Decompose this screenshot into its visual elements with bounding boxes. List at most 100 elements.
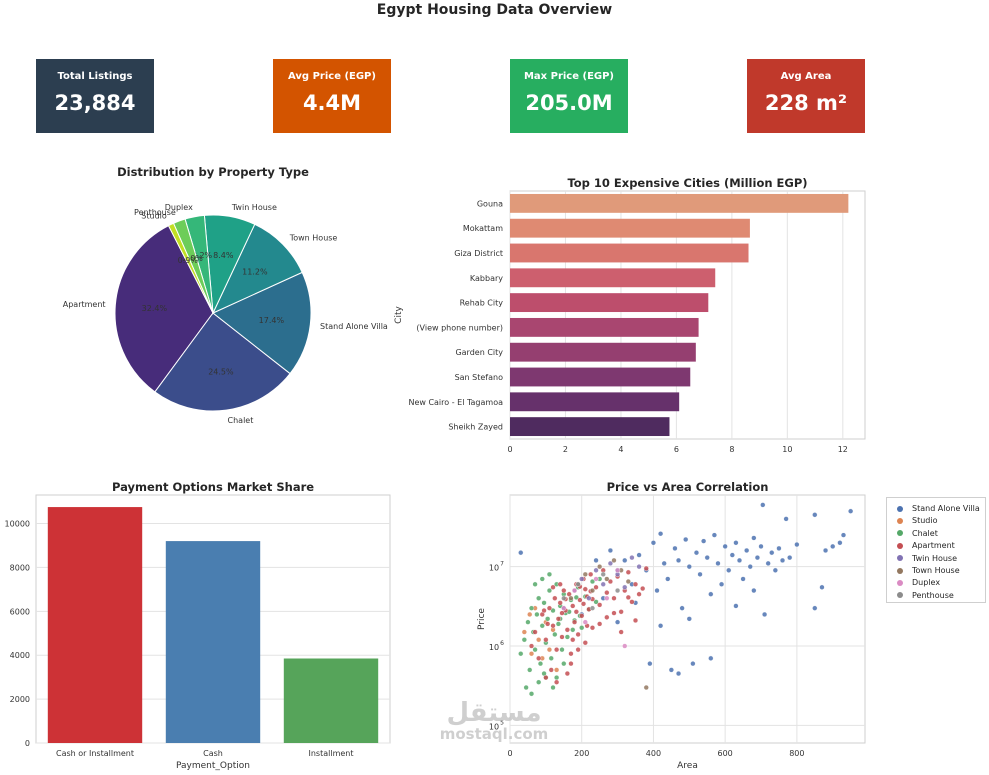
scatter-point-studio [546,647,553,653]
payment-y-tick-label: 4000 [10,651,30,660]
scatter-point-apartment [570,637,576,643]
city-x-tick-label: 4 [618,445,623,454]
scatter-point-stand-alone-villa [708,591,714,597]
scatter-point-apartment [561,587,567,594]
scatter-point-apartment [629,599,635,605]
scatter-point-stand-alone-villa [708,655,714,661]
scatter-point-stand-alone-villa [715,560,721,566]
pie-category-label: Apartment [63,300,106,309]
scatter-point-chalet [525,619,531,625]
city-x-tick-label: 8 [729,445,734,454]
scatter-point-apartment [577,597,583,603]
kpi-card-max-price: Max Price (EGP) 205.0M [510,59,628,133]
scatter-point-duplex [582,619,588,625]
scatter-point-studio [554,667,560,673]
scatter-point-stand-alone-villa [658,531,664,537]
scatter-point-apartment [554,679,560,685]
scatter-point-stand-alone-villa [693,550,700,556]
legend-marker [897,592,903,599]
scatter-point-town-house [604,576,610,582]
scatter-point-apartment [632,581,639,587]
city-bar-rehab-city [510,293,709,313]
scatter-point-apartment [611,610,617,616]
scatter-point-stand-alone-villa [812,512,818,518]
pie-slice-stand-alone-villa [212,271,312,375]
scatter-point-apartment [593,584,599,590]
pie-chart-title: Distribution by Property Type [117,165,309,179]
scatter-point-chalet [593,599,599,605]
scatter-point-duplex [593,576,599,582]
scatter-point-twin-house [586,595,592,601]
city-x-tick-label: 12 [838,445,848,454]
payment-y-tick-label: 8000 [10,563,30,572]
city-chart-title: Top 10 Expensive Cities (Million EGP) [567,176,808,190]
scatter-point-apartment [554,647,560,653]
pie-pct-label: 3.2% [192,251,213,260]
scatter-point-studio [528,651,535,657]
payment-bar-installment [283,658,379,743]
city-y-tick-label: Gouna [477,199,503,208]
scatter-point-stand-alone-villa [679,605,685,611]
scatter-point-apartment [573,609,579,615]
scatter-point-apartment [582,640,588,646]
scatter-point-stand-alone-villa [726,567,732,573]
scatter-point-apartment [550,584,556,590]
scatter-point-apartment [589,625,596,631]
scatter-point-chalet [554,675,560,681]
scatter-point-chalet [523,684,529,691]
scatter-point-town-house [597,564,603,570]
scatter-point-apartment [568,651,574,657]
scatter-point-chalet [534,611,540,618]
scatter-point-studio [527,611,533,618]
scatter-point-chalet [550,607,556,614]
scatter-point-chalet [532,581,538,587]
scatter-point-stand-alone-villa [593,557,599,563]
city-y-axis-label: City [394,306,404,324]
scatter-point-chalet [589,578,596,585]
watermark-arabic: مستقل [446,698,542,728]
scatter-point-twin-house [600,581,606,587]
scatter-point-town-house [625,578,631,585]
scatter-point-chalet [552,631,558,638]
scatter-point-stand-alone-villa [683,536,689,543]
watermark-latin: mostaql.com [439,725,549,743]
scatter-point-stand-alone-villa [822,547,829,554]
scatter-point-stand-alone-villa [769,550,775,556]
pie-category-label: Town House [289,233,338,242]
payment-x-axis-label: Payment_Option [176,761,250,771]
scatter-point-penthouse [561,595,567,601]
scatter-x-tick-label: 200 [574,749,589,758]
scatter-point-stand-alone-villa [658,623,664,629]
scatter-point-twin-house [607,560,614,566]
scatter-point-stand-alone-villa [672,545,678,551]
city-bar-garden-city [510,342,696,362]
scatter-point-chalet [546,587,553,594]
scatter-point-apartment [597,621,603,627]
scatter-point-stand-alone-villa [812,605,818,611]
scatter-point-apartment [588,571,594,577]
city-y-tick-label: (View phone number) [416,323,503,332]
city-y-tick-label: Sheikh Zayed [448,423,503,432]
scatter-point-duplex [571,587,578,594]
scatter-point-chalet [527,667,533,673]
scatter-point-stand-alone-villa [776,545,782,551]
scatter-point-duplex [614,567,621,573]
scatter-point-stand-alone-villa [690,661,696,667]
scatter-point-studio [521,629,527,635]
legend-label: Studio [912,516,938,526]
legend-label: Chalet [912,528,938,538]
legend-item-duplex: Duplex [897,578,940,587]
scatter-point-stand-alone-villa [760,502,766,508]
scatter-point-apartment [604,590,610,596]
scatter-x-tick-label: 800 [789,749,804,758]
kpi-value: 4.4M [302,91,362,115]
legend-item-chalet: Chalet [897,529,938,538]
scatter-point-apartment [640,585,646,592]
scatter-point-apartment [528,643,535,649]
scatter-point-chalet [573,594,579,601]
legend-marker [897,579,903,586]
scatter-point-stand-alone-villa [647,661,653,667]
kpi-card-avg-price: Avg Price (EGP) 4.4M [273,59,391,133]
scatter-point-stand-alone-villa [686,564,692,570]
